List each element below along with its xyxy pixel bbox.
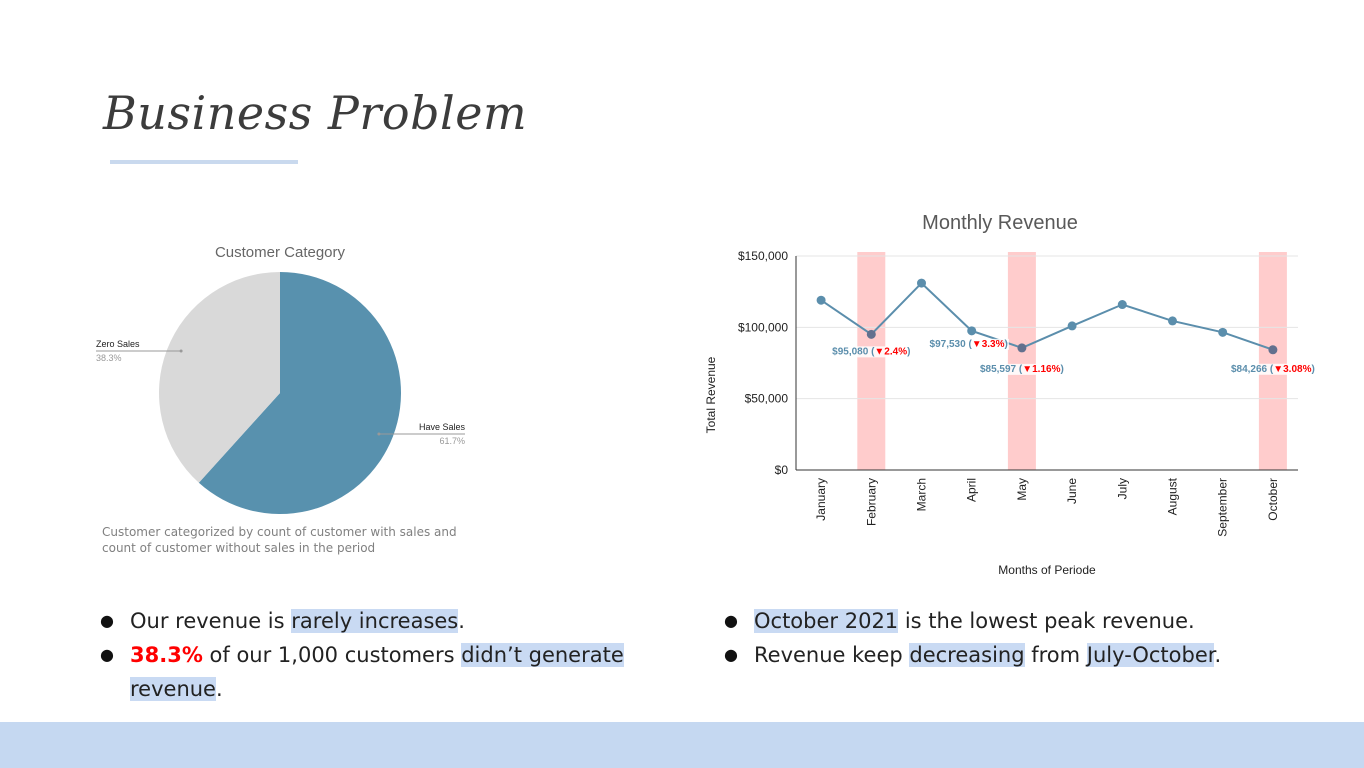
bullet-item: Revenue keep decreasing from July-Octobe… [724, 638, 1324, 672]
footer-band [0, 722, 1364, 768]
highlight-band-february [857, 252, 886, 470]
bullet-item: Our revenue is rarely increases. [100, 604, 660, 638]
data-label-bg [831, 346, 912, 358]
data-point [1067, 321, 1077, 331]
data-label: $97,530 (▼3.3%) [930, 339, 1008, 350]
highlight-band-may [1007, 252, 1036, 470]
data-label: $84,266 (▼3.08%) [1231, 364, 1315, 375]
data-point [917, 278, 926, 288]
x-tick-label: June [1065, 478, 1079, 504]
pie-slice-label: Zero Sales [96, 339, 140, 349]
pie-leader-dot [179, 349, 183, 353]
revenue-line [820, 281, 1274, 351]
data-point [1117, 300, 1127, 310]
pie-slice-percent: 38.3% [96, 353, 122, 363]
x-tick-label: August [1166, 477, 1180, 515]
data-label: $95,080 (▼2.4%) [832, 346, 910, 357]
data-point [866, 329, 876, 339]
title-underline [110, 160, 298, 164]
x-tick-label: May [1015, 478, 1029, 501]
data-point [967, 326, 977, 336]
customer-category-pie-chart: Customer Category Have Sales 61.7% Zero Sa… [96, 244, 466, 514]
right-bullet-list: October 2021 is the lowest peak revenue.… [724, 604, 1324, 672]
x-tick-label: October [1266, 478, 1280, 521]
data-point [1268, 345, 1278, 355]
bullet-item: October 2021 is the lowest peak revenue. [724, 604, 1324, 638]
data-point [1017, 343, 1027, 353]
data-label: $85,597 (▼1.16%) [980, 364, 1064, 375]
pie-title: Customer Category [215, 244, 346, 261]
data-label-bg [1229, 363, 1316, 375]
pie-slice-percent: 61.7% [439, 436, 465, 446]
data-point [1168, 316, 1177, 326]
pie-slice-zero-sales [159, 272, 280, 483]
data-point [1218, 327, 1228, 337]
x-tick-label: April [965, 478, 979, 502]
y-tick-label: $50,000 [745, 392, 789, 406]
y-tick-label: $100,000 [738, 320, 788, 334]
left-bullet-list: Our revenue is rarely increases. 38.3% o… [100, 604, 660, 706]
pie-slice-label: Have Sales [419, 422, 466, 432]
monthly-revenue-line-chart: Monthly Revenue $0 $50,000 $100,000 $150,00… [704, 212, 1316, 577]
x-tick-label: July [1115, 478, 1129, 499]
pie-caption: Customer categorized by count of custome… [102, 525, 457, 555]
pie-slice-have-sales [198, 272, 401, 514]
pie-leader-dot [377, 432, 381, 436]
data-label-bg [928, 338, 1009, 350]
x-tick-label: January [814, 478, 828, 521]
bullet-item: 38.3% of our 1,000 customers didn’t gene… [100, 638, 660, 706]
slide-title: Business Problem [103, 86, 528, 140]
y-axis-title: Total Revenue [704, 356, 718, 433]
data-label-bg [978, 363, 1065, 375]
x-axis-title: Months of Periode [998, 563, 1096, 577]
line-chart-title: Monthly Revenue [922, 212, 1078, 234]
x-tick-label: March [915, 478, 929, 511]
highlight-band-october [1258, 252, 1287, 470]
data-point [816, 295, 826, 305]
x-tick-label: September [1216, 478, 1230, 537]
y-tick-label: $150,000 [738, 249, 788, 263]
y-tick-label: $0 [775, 463, 789, 477]
x-tick-label: February [864, 478, 878, 526]
